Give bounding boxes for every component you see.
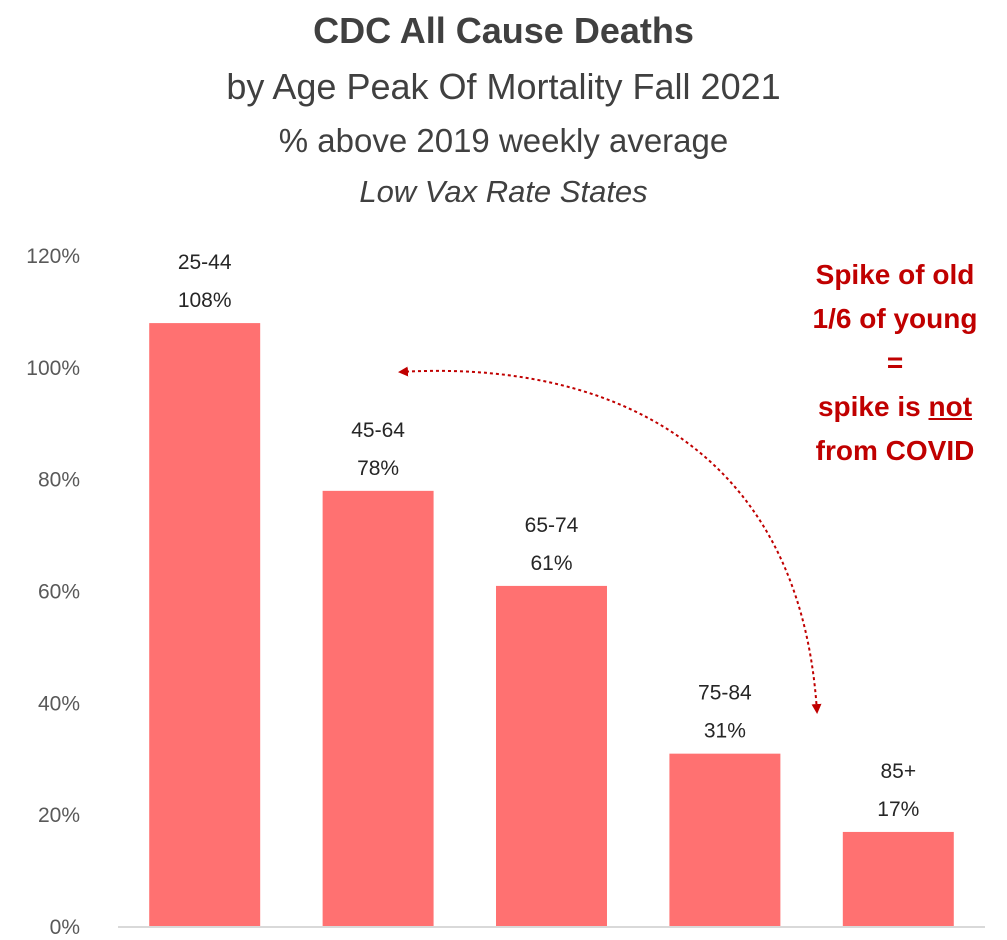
- annotation-spike-is: spike is: [817, 391, 921, 422]
- y-axis: 0% 20% 40% 60% 80% 100% 120%: [26, 245, 80, 939]
- chart-title: CDC All Cause Deaths: [313, 10, 694, 51]
- y-tick-label: 60%: [38, 581, 80, 604]
- y-tick-label: 100%: [26, 357, 80, 380]
- bar-85+: [842, 831, 954, 927]
- y-tick-label: 120%: [26, 245, 80, 268]
- value-label: 61%: [530, 552, 572, 575]
- y-tick-label: 40%: [38, 692, 80, 715]
- annotation-line-2: 1/6 of young: [812, 303, 978, 334]
- value-label: 108%: [178, 289, 232, 312]
- annotation-text: Spike of old 1/6 of young = spike is not…: [770, 253, 1007, 473]
- category-label: 25-44: [178, 251, 232, 274]
- value-label: 78%: [357, 457, 399, 480]
- value-label: 17%: [877, 798, 919, 821]
- bar-25-44: [149, 323, 261, 928]
- bar-65-74: [496, 585, 607, 927]
- bar-75-84: [669, 753, 781, 927]
- annotation-not: not: [928, 391, 973, 422]
- category-label: 75-84: [698, 682, 752, 705]
- y-tick-label: 0%: [50, 916, 80, 939]
- chart-subtitle-units: % above 2019 weekly average: [278, 122, 729, 159]
- category-label: 45-64: [351, 419, 405, 442]
- category-label: 85+: [880, 760, 916, 783]
- y-tick-label: 20%: [38, 804, 80, 827]
- annotation-line-4: spike is not: [770, 385, 1007, 429]
- chart-subtitle-states: Low Vax Rate States: [359, 174, 648, 209]
- chart-subtitle: by Age Peak Of Mortality Fall 2021: [226, 66, 781, 107]
- annotation-line-1: Spike of old: [815, 259, 975, 290]
- annotation-line-3: =: [886, 347, 904, 378]
- bar-45-64: [322, 490, 434, 927]
- value-label: 31%: [704, 720, 746, 743]
- category-label: 65-74: [525, 514, 579, 537]
- y-tick-label: 80%: [38, 469, 80, 492]
- annotation-line-5: from COVID: [815, 435, 975, 466]
- annotation-arrow: [398, 366, 822, 714]
